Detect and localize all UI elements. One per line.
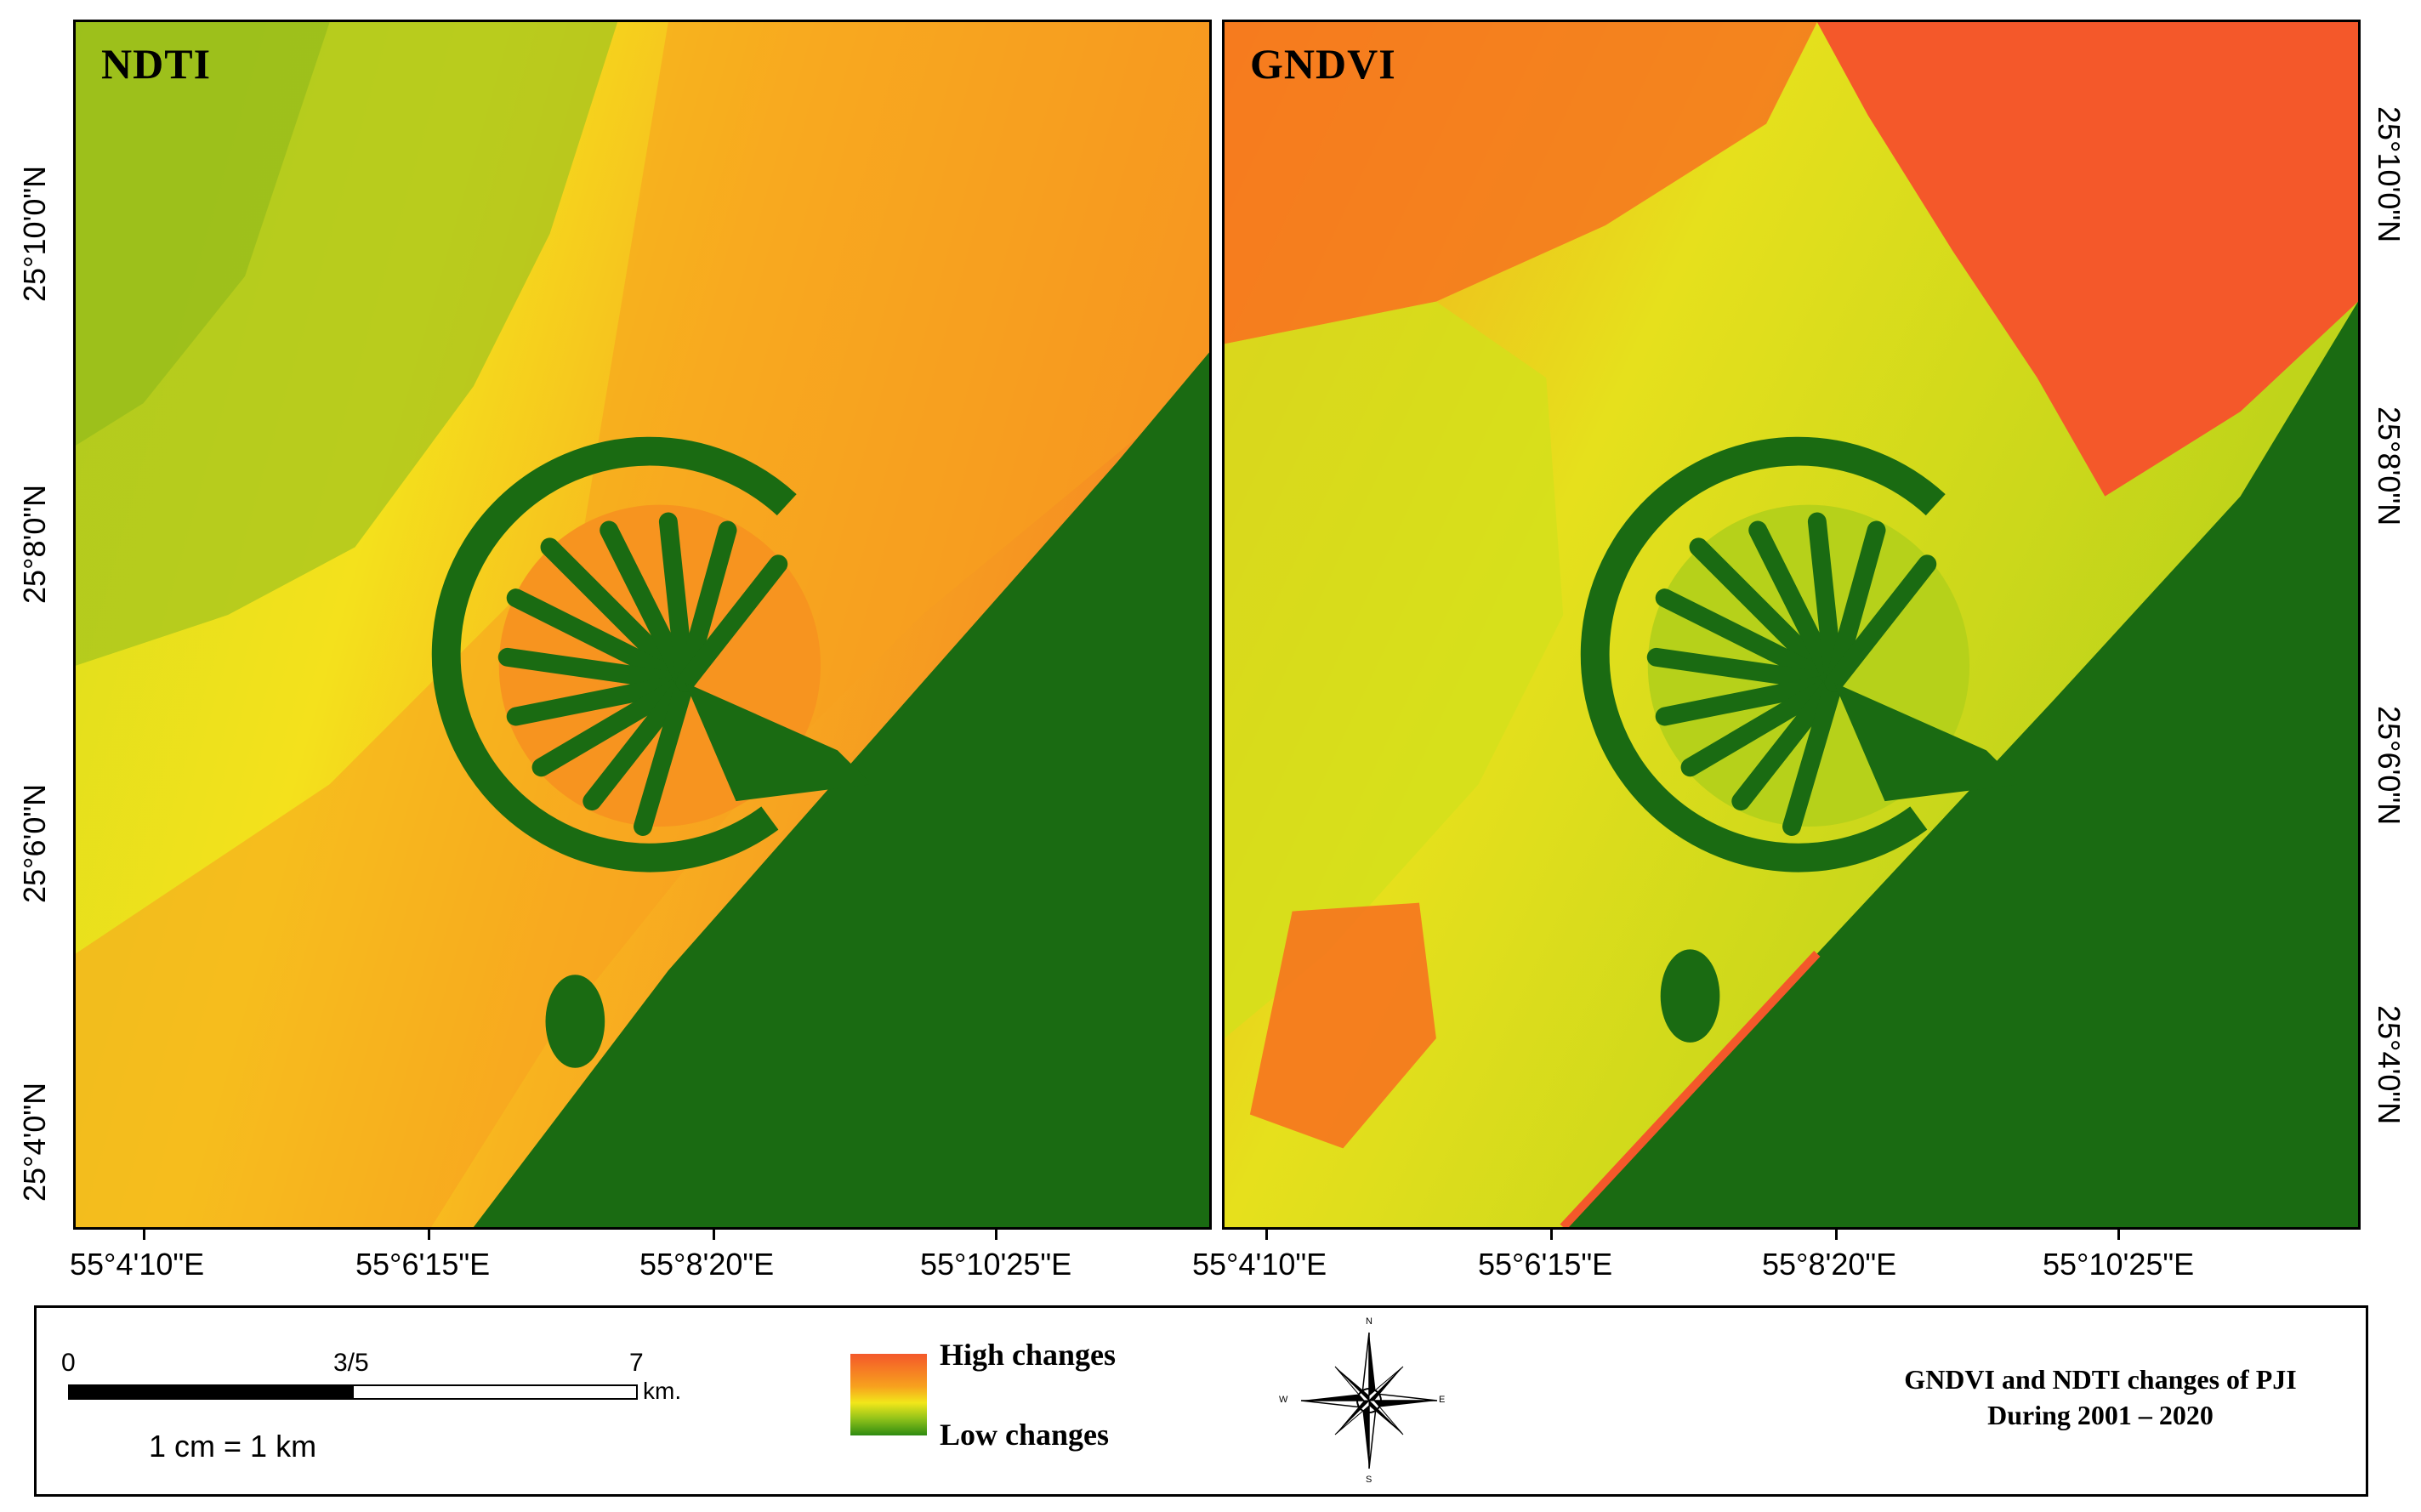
x-tick-right-1: 55°4'10"E xyxy=(1192,1247,1327,1282)
y-tick-right-4: 25°4'0"N xyxy=(2372,1005,2407,1125)
scale-unit-label: km. xyxy=(643,1378,682,1404)
ndti-map-panel: NDTI xyxy=(73,20,1212,1230)
x-tick-mark xyxy=(1835,1230,1838,1240)
y-tick-left-3: 25°6'0"N xyxy=(17,783,52,903)
compass-rose-icon xyxy=(1300,1332,1438,1469)
x-tick-mark xyxy=(143,1230,145,1240)
x-tick-mark xyxy=(428,1230,430,1240)
x-tick-mark xyxy=(995,1230,997,1240)
x-tick-mark xyxy=(1550,1230,1553,1240)
ndti-raster xyxy=(76,22,1209,1227)
y-tick-left-1: 25°10'0"N xyxy=(17,165,52,302)
x-tick-mark xyxy=(2117,1230,2120,1240)
x-tick-right-3: 55°8'20"E xyxy=(1762,1247,1897,1282)
y-tick-left-4: 25°4'0"N xyxy=(17,1082,52,1202)
compass-s: S xyxy=(1366,1475,1372,1485)
gndvi-title: GNDVI xyxy=(1250,40,1396,88)
scale-ratio-label: 1 cm = 1 km xyxy=(149,1429,317,1464)
scale-bar xyxy=(68,1384,638,1400)
scale-bar-filled xyxy=(70,1386,354,1398)
legend-low-label: Low changes xyxy=(940,1418,1110,1452)
map-title-line2: During 2001 – 2020 xyxy=(1987,1400,2214,1430)
map-title-line1: GNDVI and NDTI changes of PJI xyxy=(1904,1364,2297,1395)
compass-n: N xyxy=(1366,1316,1372,1327)
ndti-title: NDTI xyxy=(101,40,212,88)
compass-e: E xyxy=(1439,1395,1446,1405)
y-tick-right-3: 25°6'0"N xyxy=(2372,706,2407,826)
x-tick-left-2: 55°6'15"E xyxy=(355,1247,491,1282)
x-tick-mark xyxy=(1265,1230,1268,1240)
gndvi-map-panel: GNDVI xyxy=(1222,20,2361,1230)
x-tick-left-4: 55°10'25"E xyxy=(920,1247,1072,1282)
x-tick-right-4: 55°10'25"E xyxy=(2043,1247,2195,1282)
gndvi-raster xyxy=(1225,22,2358,1227)
legend-box xyxy=(34,1305,2368,1497)
scale-start-label: 0 xyxy=(61,1349,76,1377)
x-tick-left-3: 55°8'20"E xyxy=(639,1247,775,1282)
legend-high-label: High changes xyxy=(940,1338,1117,1372)
y-tick-right-1: 25°10'0"N xyxy=(2372,106,2407,243)
y-tick-left-2: 25°8'0"N xyxy=(17,484,52,604)
compass-w: W xyxy=(1279,1395,1288,1405)
scale-end-label: 7 xyxy=(629,1349,644,1377)
scale-mid-label: 3/5 xyxy=(333,1349,369,1377)
y-tick-right-2: 25°8'0"N xyxy=(2372,406,2407,526)
x-tick-mark xyxy=(713,1230,715,1240)
x-tick-left-1: 55°4'10"E xyxy=(70,1247,205,1282)
x-tick-right-2: 55°6'15"E xyxy=(1478,1247,1613,1282)
color-ramp xyxy=(850,1354,927,1435)
